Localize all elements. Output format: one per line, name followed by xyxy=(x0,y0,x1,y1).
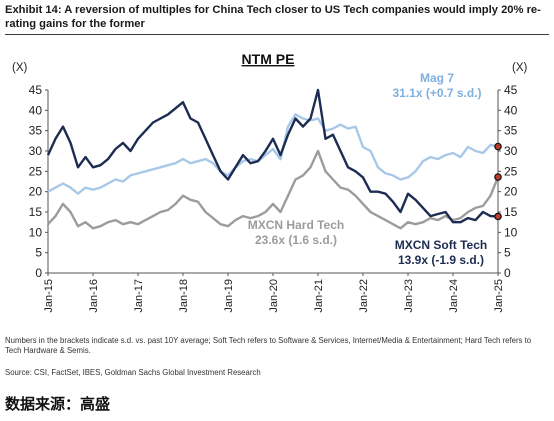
x-tick-label: Jan-23 xyxy=(403,279,415,313)
y-tick-label-left: 25 xyxy=(29,164,43,178)
y-tick-label-left: 10 xyxy=(29,225,43,239)
x-tick-label: Jan-24 xyxy=(448,279,460,313)
y-tick-label-right: 25 xyxy=(504,164,518,178)
x-tick-label: Jan-17 xyxy=(133,279,145,313)
exhibit-title: Exhibit 14: A reversion of multiples for… xyxy=(5,4,541,30)
x-tick-label: Jan-25 xyxy=(493,279,505,313)
y-tick-label-right: 0 xyxy=(504,266,511,280)
series-line-2 xyxy=(46,88,499,224)
x-tick-label: Jan-15 xyxy=(43,279,55,313)
series-name-label-1: MXCN Hard Tech xyxy=(248,218,344,232)
x-tick-label: Jan-19 xyxy=(223,279,235,313)
series-value-label-2: 13.9x (-1.9 s.d.) xyxy=(398,253,484,267)
axes-layer xyxy=(45,89,501,276)
y-tick-label-right: 35 xyxy=(504,124,518,138)
series-line-1 xyxy=(47,149,500,230)
y-tick-label-left: 15 xyxy=(29,205,43,219)
series-name-label-0: Mag 7 xyxy=(420,71,454,85)
x-tick-label: Jan-21 xyxy=(313,279,325,313)
y-tick-label-right: 30 xyxy=(504,144,518,158)
y-tick-label-right: 20 xyxy=(504,185,518,199)
y-axis-unit-left: (X) xyxy=(12,62,28,74)
x-tick-label: Jan-22 xyxy=(358,279,370,313)
series-name-label-2: MXCN Soft Tech xyxy=(395,238,487,252)
series-end-marker-1 xyxy=(494,173,502,181)
ntm-pe-chart: NTM PE (X) (X) 0 0 5 5 10 10 15 15 20 20 25 25 30 30 35 35… xyxy=(12,51,528,313)
y-tick-label-right: 15 xyxy=(504,205,518,219)
x-tick-label: Jan-18 xyxy=(178,279,190,313)
y-tick-label-left: 45 xyxy=(29,83,43,97)
title-divider xyxy=(5,34,549,35)
series-line-0 xyxy=(47,113,499,195)
y-tick-label-left: 5 xyxy=(35,246,42,260)
y-tick-label-left: 35 xyxy=(29,124,43,138)
y-tick-label-left: 30 xyxy=(29,144,43,158)
y-axis-unit-right: (X) xyxy=(512,62,528,74)
y-tick-label-left: 40 xyxy=(29,103,43,117)
x-tick-label: Jan-20 xyxy=(268,279,280,313)
y-tick-label-right: 10 xyxy=(504,225,518,239)
y-tick-label-right: 40 xyxy=(504,103,518,117)
series-end-marker-0 xyxy=(494,142,502,151)
y-tick-label-right: 5 xyxy=(504,246,511,260)
series-value-label-1: 23.6x (1.6 s.d.) xyxy=(255,233,337,247)
source-line: Source: CSI, FactSet, IBES, Goldman Sach… xyxy=(5,368,261,377)
chart-title: NTM PE xyxy=(242,51,295,67)
data-source-label: 数据来源：高盛 xyxy=(5,395,111,413)
y-tick-label-right: 45 xyxy=(504,83,518,97)
series-layer xyxy=(46,88,502,230)
footnote: Numbers in the brackets indicate s.d. vs… xyxy=(5,336,532,355)
series-value-label-0: 31.1x (+0.7 s.d.) xyxy=(392,86,481,100)
y-tick-label-left: 0 xyxy=(35,266,42,280)
x-tick-label: Jan-16 xyxy=(88,279,100,313)
y-tick-label-left: 20 xyxy=(29,185,43,199)
series-end-marker-2 xyxy=(494,212,502,221)
labels-layer: NTM PE (X) (X) 0 0 5 5 10 10 15 15 20 20 25 25 30 30 35 35… xyxy=(12,51,528,313)
